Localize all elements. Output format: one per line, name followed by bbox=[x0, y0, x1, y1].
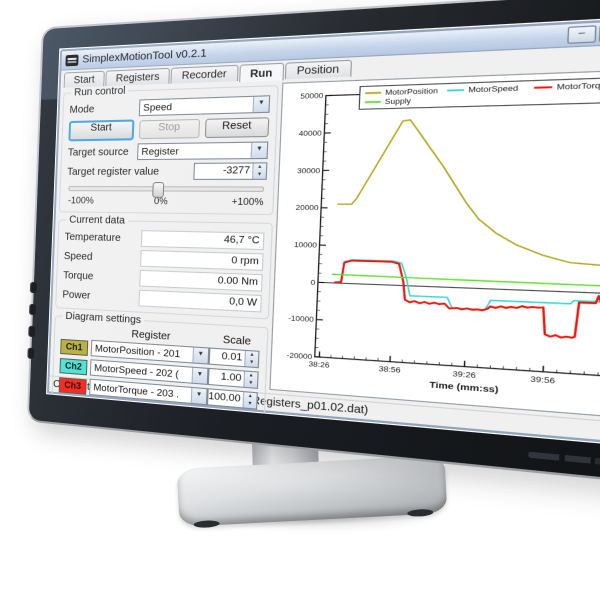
log-to-file-group: Log to file ... Log enabled bbox=[48, 444, 263, 448]
app-icon bbox=[65, 54, 78, 66]
torque-label: Torque bbox=[63, 270, 94, 282]
svg-text:50000: 50000 bbox=[300, 93, 324, 101]
svg-text:40000: 40000 bbox=[299, 130, 323, 138]
channel-scale-spinner[interactable]: 1.00 ▲ ▼ bbox=[208, 368, 259, 389]
chevron-down-icon: ▼ bbox=[251, 143, 268, 159]
svg-text:MotorSpeed: MotorSpeed bbox=[468, 85, 519, 95]
group-title: Current data bbox=[66, 214, 128, 226]
start-button[interactable]: Start bbox=[68, 119, 134, 141]
channel-badge: Ch3 bbox=[59, 377, 87, 395]
target-source-label: Target source bbox=[68, 146, 129, 158]
tab-run[interactable]: Run bbox=[239, 63, 285, 82]
chevron-down-icon: ▼ bbox=[190, 408, 206, 424]
spinner-arrows[interactable]: ▲ ▼ bbox=[242, 413, 256, 429]
power-label: Power bbox=[62, 289, 90, 301]
temperature-label: Temperature bbox=[64, 231, 120, 244]
slider-thumb[interactable] bbox=[152, 182, 164, 198]
mode-select[interactable]: Speed ▼ bbox=[139, 95, 271, 116]
osd-button[interactable] bbox=[27, 348, 34, 359]
group-title: Run control bbox=[71, 85, 129, 98]
slider-track[interactable] bbox=[68, 186, 264, 192]
svg-text:0: 0 bbox=[311, 279, 316, 287]
group-title: Diagram settings bbox=[62, 311, 144, 327]
speed-value: 0 rpm bbox=[140, 250, 264, 271]
svg-text:20000: 20000 bbox=[295, 205, 319, 213]
osd-button[interactable] bbox=[28, 326, 35, 337]
target-source-select[interactable]: Register ▼ bbox=[137, 141, 268, 160]
update-interval-label: Update Interval bbox=[57, 418, 125, 436]
osd-button[interactable] bbox=[30, 282, 37, 293]
stop-button[interactable]: Stop bbox=[139, 119, 200, 139]
chevron-down-icon: ▼ bbox=[192, 347, 208, 363]
svg-text:-10000: -10000 bbox=[288, 315, 314, 324]
spinner-arrows[interactable]: ▲ ▼ bbox=[252, 163, 266, 178]
power-value: 0,0 W bbox=[138, 290, 261, 313]
channel-badge: Ch4 bbox=[58, 396, 86, 414]
svg-text:38:56: 38:56 bbox=[379, 366, 402, 375]
speed-label: Speed bbox=[64, 250, 93, 262]
scene: SimplexMotionTool v0.2.1 – ▢ x Start Reg… bbox=[0, 0, 600, 600]
target-slider[interactable]: -100% 0% +100% bbox=[68, 186, 264, 207]
osd-button[interactable] bbox=[29, 304, 36, 315]
svg-text:38:26: 38:26 bbox=[308, 361, 330, 370]
left-panel: Run control Mode Speed ▼ Start Stop bbox=[53, 83, 279, 390]
torque-value: 0.00 Nm bbox=[139, 270, 263, 292]
monitor-bezel: SimplexMotionTool v0.2.1 – ▢ x Start Reg… bbox=[27, 0, 600, 487]
run-tab-content: Run control Mode Speed ▼ Start Stop bbox=[50, 65, 600, 424]
svg-text:MotorTorque: MotorTorque bbox=[556, 82, 600, 92]
svg-text:10000: 10000 bbox=[294, 242, 318, 250]
diagram-chart: -20000-100000100002000030000400005000038… bbox=[271, 70, 600, 418]
app-window: SimplexMotionTool v0.2.1 – ▢ x Start Reg… bbox=[47, 16, 600, 446]
svg-text:30000: 30000 bbox=[297, 168, 321, 176]
tab-start[interactable]: Start bbox=[64, 71, 105, 88]
channel-scale-spinner[interactable]: 100.00 ▲ ▼ bbox=[207, 388, 258, 410]
update-interval-select[interactable]: Fast (250ms) ▼ bbox=[136, 423, 256, 448]
svg-text:MotorPosition: MotorPosition bbox=[385, 88, 439, 98]
chart-panel: -20000 -10000 0 10000 20000 30000 40000 50000 38… bbox=[269, 69, 600, 420]
group-title: Log to file bbox=[57, 440, 106, 448]
chevron-down-icon: ▼ bbox=[252, 96, 269, 112]
screen: SimplexMotionTool v0.2.1 – ▢ x Start Reg… bbox=[46, 15, 600, 448]
current-data-group: Current data Temperature 46,7 °C Speed 0… bbox=[55, 219, 273, 319]
mode-label: Mode bbox=[69, 103, 94, 115]
svg-text:39:26: 39:26 bbox=[452, 371, 476, 381]
channel-badge: Ch1 bbox=[60, 338, 88, 355]
monitor-brand-logo bbox=[528, 452, 600, 466]
spinner-arrows[interactable]: ▲ ▼ bbox=[243, 372, 257, 388]
temperature-value: 46,7 °C bbox=[141, 230, 265, 250]
channel-scale-spinner[interactable]: 0.01 ▲ ▼ bbox=[208, 347, 259, 368]
svg-text:Time (mm:ss): Time (mm:ss) bbox=[429, 380, 499, 395]
reset-button[interactable]: Reset bbox=[205, 117, 270, 138]
minimize-button[interactable]: – bbox=[567, 25, 597, 44]
target-register-label: Target register value bbox=[67, 166, 159, 178]
chevron-down-icon: ▼ bbox=[191, 368, 207, 384]
channel-scale-spinner[interactable]: 1.00 ▲ ▼ bbox=[206, 408, 257, 430]
diagram-settings-group: Diagram settings Register Scale Ch1 Motor… bbox=[50, 315, 268, 448]
svg-text:Supply: Supply bbox=[385, 98, 413, 107]
target-register-spinner[interactable]: -3277 ▲ ▼ bbox=[193, 162, 267, 180]
channel-badge: Ch2 bbox=[59, 358, 87, 375]
window-title: SimplexMotionTool v0.2.1 bbox=[82, 47, 207, 66]
spinner-arrows[interactable]: ▲ ▼ bbox=[242, 392, 256, 408]
spinner-arrows[interactable]: ▲ ▼ bbox=[244, 351, 258, 367]
run-control-group: Run control Mode Speed ▼ Start Stop bbox=[59, 85, 279, 215]
chevron-down-icon: ▼ bbox=[191, 388, 207, 404]
svg-text:39:56: 39:56 bbox=[530, 376, 555, 386]
slider-labels: -100% 0% +100% bbox=[68, 195, 264, 207]
